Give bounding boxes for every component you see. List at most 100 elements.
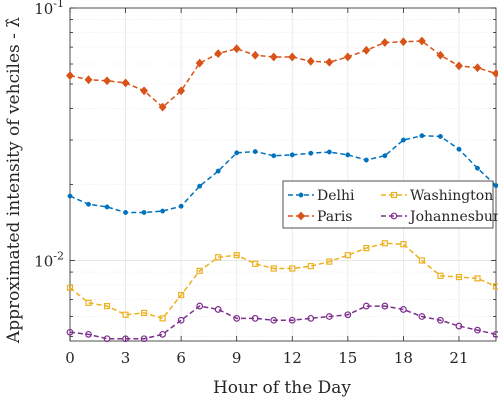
data-point-washington (270, 265, 277, 272)
data-point-johannesburg (66, 328, 74, 336)
data-point-washington (307, 263, 314, 270)
data-point-paris (455, 61, 463, 71)
data-point-washington (85, 299, 92, 306)
data-point-delhi (160, 208, 166, 214)
x-tick-label: 0 (65, 349, 75, 367)
data-point-delhi (178, 203, 184, 209)
plot-frame (69, 7, 497, 342)
data-point-johannesburg (381, 302, 389, 310)
data-point-paris (232, 44, 241, 54)
data-point-paris (214, 49, 223, 58)
data-point-delhi (345, 152, 351, 158)
x-tick-label: 15 (338, 349, 357, 367)
data-point-washington (474, 275, 481, 282)
data-point-delhi (67, 193, 73, 199)
x-tick-label: 6 (176, 349, 186, 367)
legend-item-washington: Washington (381, 188, 493, 204)
x-tick-label: 3 (121, 349, 131, 367)
x-tick-label: 18 (394, 349, 413, 367)
data-point-paris (121, 78, 130, 88)
data-point-washington (381, 240, 388, 247)
data-point-johannesburg (122, 335, 129, 343)
data-point-paris (269, 52, 278, 62)
series-paris (66, 36, 498, 112)
data-point-washington (492, 283, 498, 290)
x-tick-label: 9 (232, 349, 242, 367)
x-tick-label: 12 (283, 349, 302, 367)
x-axis-title: Hour of the Day (213, 378, 351, 398)
data-point-delhi (271, 153, 277, 159)
data-point-delhi (215, 168, 221, 174)
data-point-washington (363, 244, 370, 252)
data-point-delhi (382, 153, 388, 159)
data-point-paris (66, 71, 74, 80)
data-point-johannesburg (325, 313, 333, 320)
data-point-delhi (86, 201, 91, 207)
data-point-delhi (104, 204, 110, 210)
data-point-delhi (141, 209, 147, 215)
data-point-delhi (419, 133, 425, 139)
data-point-paris (103, 76, 111, 86)
data-point-washington (122, 311, 129, 318)
data-point-paris (380, 38, 389, 47)
series-washington (66, 240, 498, 322)
data-point-paris (343, 52, 352, 62)
data-point-johannesburg (344, 311, 352, 319)
data-point-delhi (252, 149, 258, 155)
data-point-washington (103, 302, 111, 310)
y-tick-label: 10-1 (34, 0, 64, 18)
data-point-washington (326, 258, 333, 265)
legend-item-delhi: Delhi (288, 188, 355, 204)
y-tick-label: 10-2 (34, 250, 64, 271)
y-axis-title: Approximated intensity of vehciles - λ̂ (4, 17, 24, 344)
legend-marker-paris (297, 211, 305, 221)
data-point-johannesburg (196, 302, 204, 310)
data-point-delhi (289, 152, 295, 158)
legend-label-washington: Washington (410, 188, 493, 204)
data-point-delhi (493, 183, 498, 189)
data-point-delhi (400, 137, 406, 143)
data-point-johannesburg (418, 313, 426, 320)
legend-item-paris: Paris (288, 209, 353, 225)
data-point-paris (436, 50, 445, 60)
data-point-washington (233, 252, 240, 259)
data-point-johannesburg (159, 330, 167, 338)
data-point-johannesburg (177, 316, 185, 324)
data-point-washington (178, 291, 185, 299)
data-point-washington (400, 241, 407, 248)
data-point-washington (66, 284, 74, 291)
legend: Delhi Washington Paris Johannesburg (282, 180, 498, 229)
legend-label-johannesburg: Johannesburg (408, 209, 498, 225)
data-point-washington (159, 315, 166, 322)
data-point-paris (84, 75, 93, 85)
data-point-delhi (234, 150, 240, 156)
data-point-paris (177, 86, 186, 96)
data-point-johannesburg (103, 335, 111, 343)
data-point-johannesburg (437, 316, 444, 324)
series-line-delhi (69, 134, 497, 214)
data-point-delhi (326, 149, 332, 155)
data-point-washington (196, 267, 203, 274)
data-point-washington (252, 260, 259, 267)
data-point-johannesburg (233, 314, 241, 322)
x-tick-label: 21 (449, 349, 468, 367)
data-point-johannesburg (251, 314, 259, 322)
data-point-johannesburg (288, 316, 296, 324)
legend-item-johannesburg: Johannesburg (381, 209, 498, 225)
series-line-paris (69, 40, 497, 109)
data-point-johannesburg (362, 302, 370, 310)
data-point-washington (289, 265, 296, 272)
legend-label-delhi: Delhi (317, 188, 355, 204)
data-point-delhi (363, 157, 369, 163)
data-point-washington (418, 257, 426, 264)
data-point-delhi (308, 150, 314, 156)
data-point-johannesburg (492, 330, 498, 338)
data-point-paris (288, 52, 297, 62)
data-point-paris (306, 56, 315, 66)
data-point-paris (251, 50, 260, 60)
data-point-paris (492, 69, 498, 78)
data-point-paris (362, 45, 371, 55)
legend-marker-delhi (298, 192, 304, 198)
data-point-washington (344, 252, 351, 259)
